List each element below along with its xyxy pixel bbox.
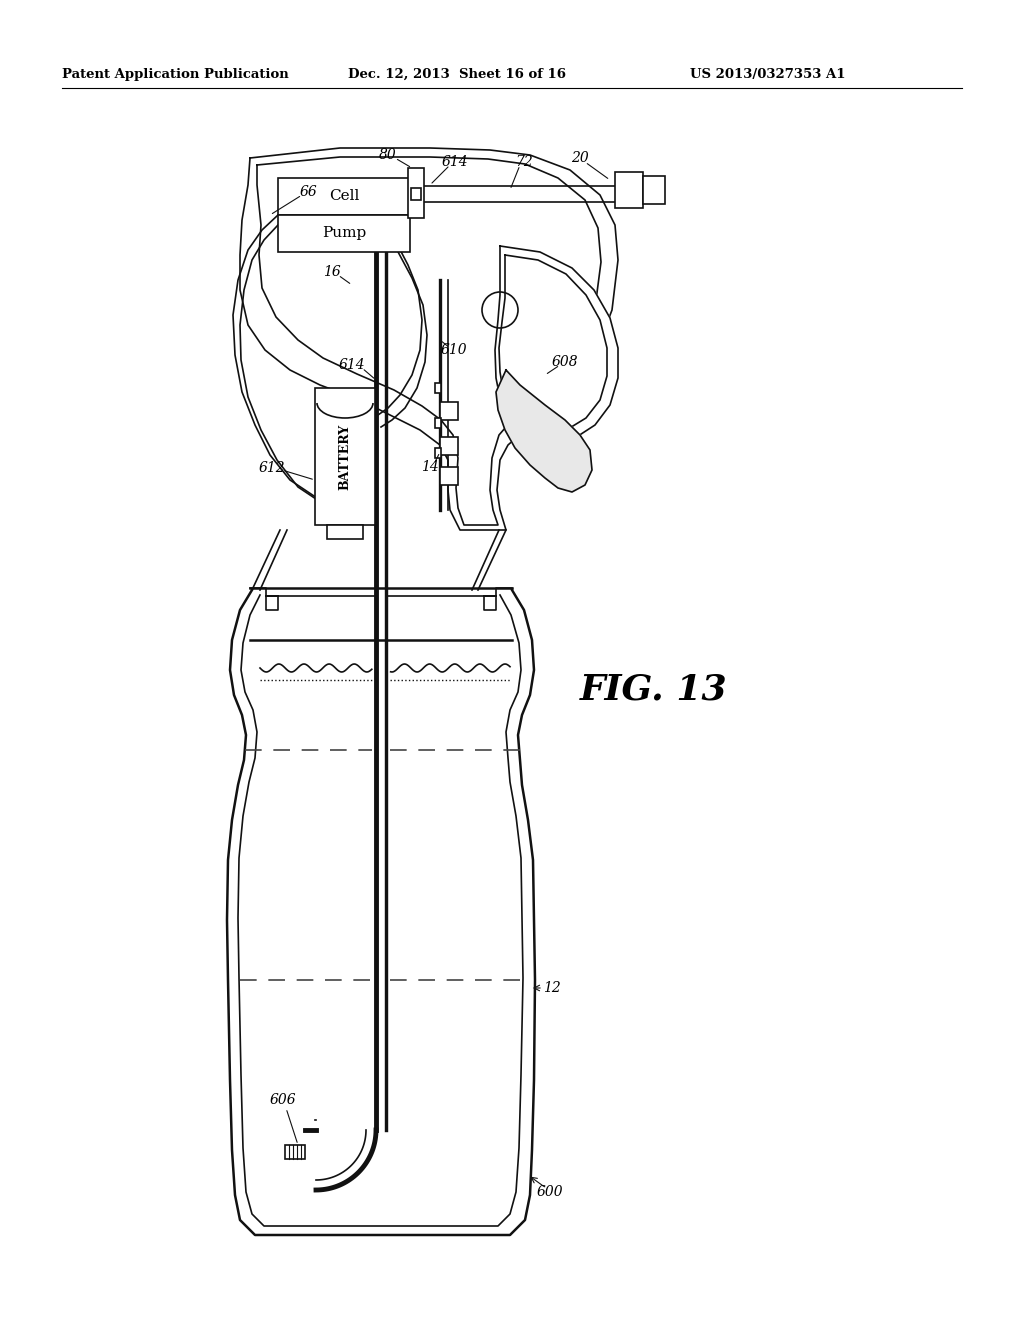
Polygon shape	[496, 370, 592, 492]
Bar	[278, 178, 410, 215]
Text: Dec. 12, 2013  Sheet 16 of 16: Dec. 12, 2013 Sheet 16 of 16	[348, 69, 566, 81]
Bar	[408, 168, 424, 218]
Text: 614: 614	[441, 154, 468, 169]
Bar	[411, 187, 421, 201]
Bar	[285, 1144, 305, 1159]
Text: 610: 610	[440, 343, 467, 356]
Bar	[615, 172, 643, 209]
Polygon shape	[495, 246, 618, 444]
Text: 612: 612	[259, 461, 286, 475]
Text: 66: 66	[299, 185, 316, 199]
Bar	[315, 388, 375, 525]
Text: 14: 14	[421, 459, 439, 474]
Bar	[435, 383, 441, 393]
Text: 80: 80	[379, 148, 397, 162]
Text: 72: 72	[515, 154, 532, 169]
Text: 608: 608	[552, 355, 579, 370]
Text: US 2013/0327353 A1: US 2013/0327353 A1	[690, 69, 846, 81]
Text: Patent Application Publication: Patent Application Publication	[62, 69, 289, 81]
Text: 606: 606	[269, 1093, 296, 1107]
Polygon shape	[240, 148, 618, 531]
Polygon shape	[227, 590, 535, 1236]
Text: Pump: Pump	[322, 227, 367, 240]
Text: 20: 20	[571, 150, 589, 165]
Text: 16: 16	[324, 265, 341, 279]
Text: 600: 600	[537, 1185, 563, 1199]
Text: 614: 614	[339, 358, 366, 372]
Bar	[643, 176, 665, 205]
Text: BATTERY: BATTERY	[339, 424, 351, 490]
Bar	[435, 418, 441, 428]
Text: 12: 12	[543, 981, 561, 995]
Text: FIG. 13: FIG. 13	[580, 673, 728, 708]
Bar	[440, 467, 458, 484]
Bar	[440, 437, 458, 455]
Bar	[327, 525, 362, 539]
Bar	[435, 447, 441, 458]
Text: Cell: Cell	[329, 190, 359, 203]
Bar	[440, 403, 458, 420]
Bar	[278, 215, 410, 252]
